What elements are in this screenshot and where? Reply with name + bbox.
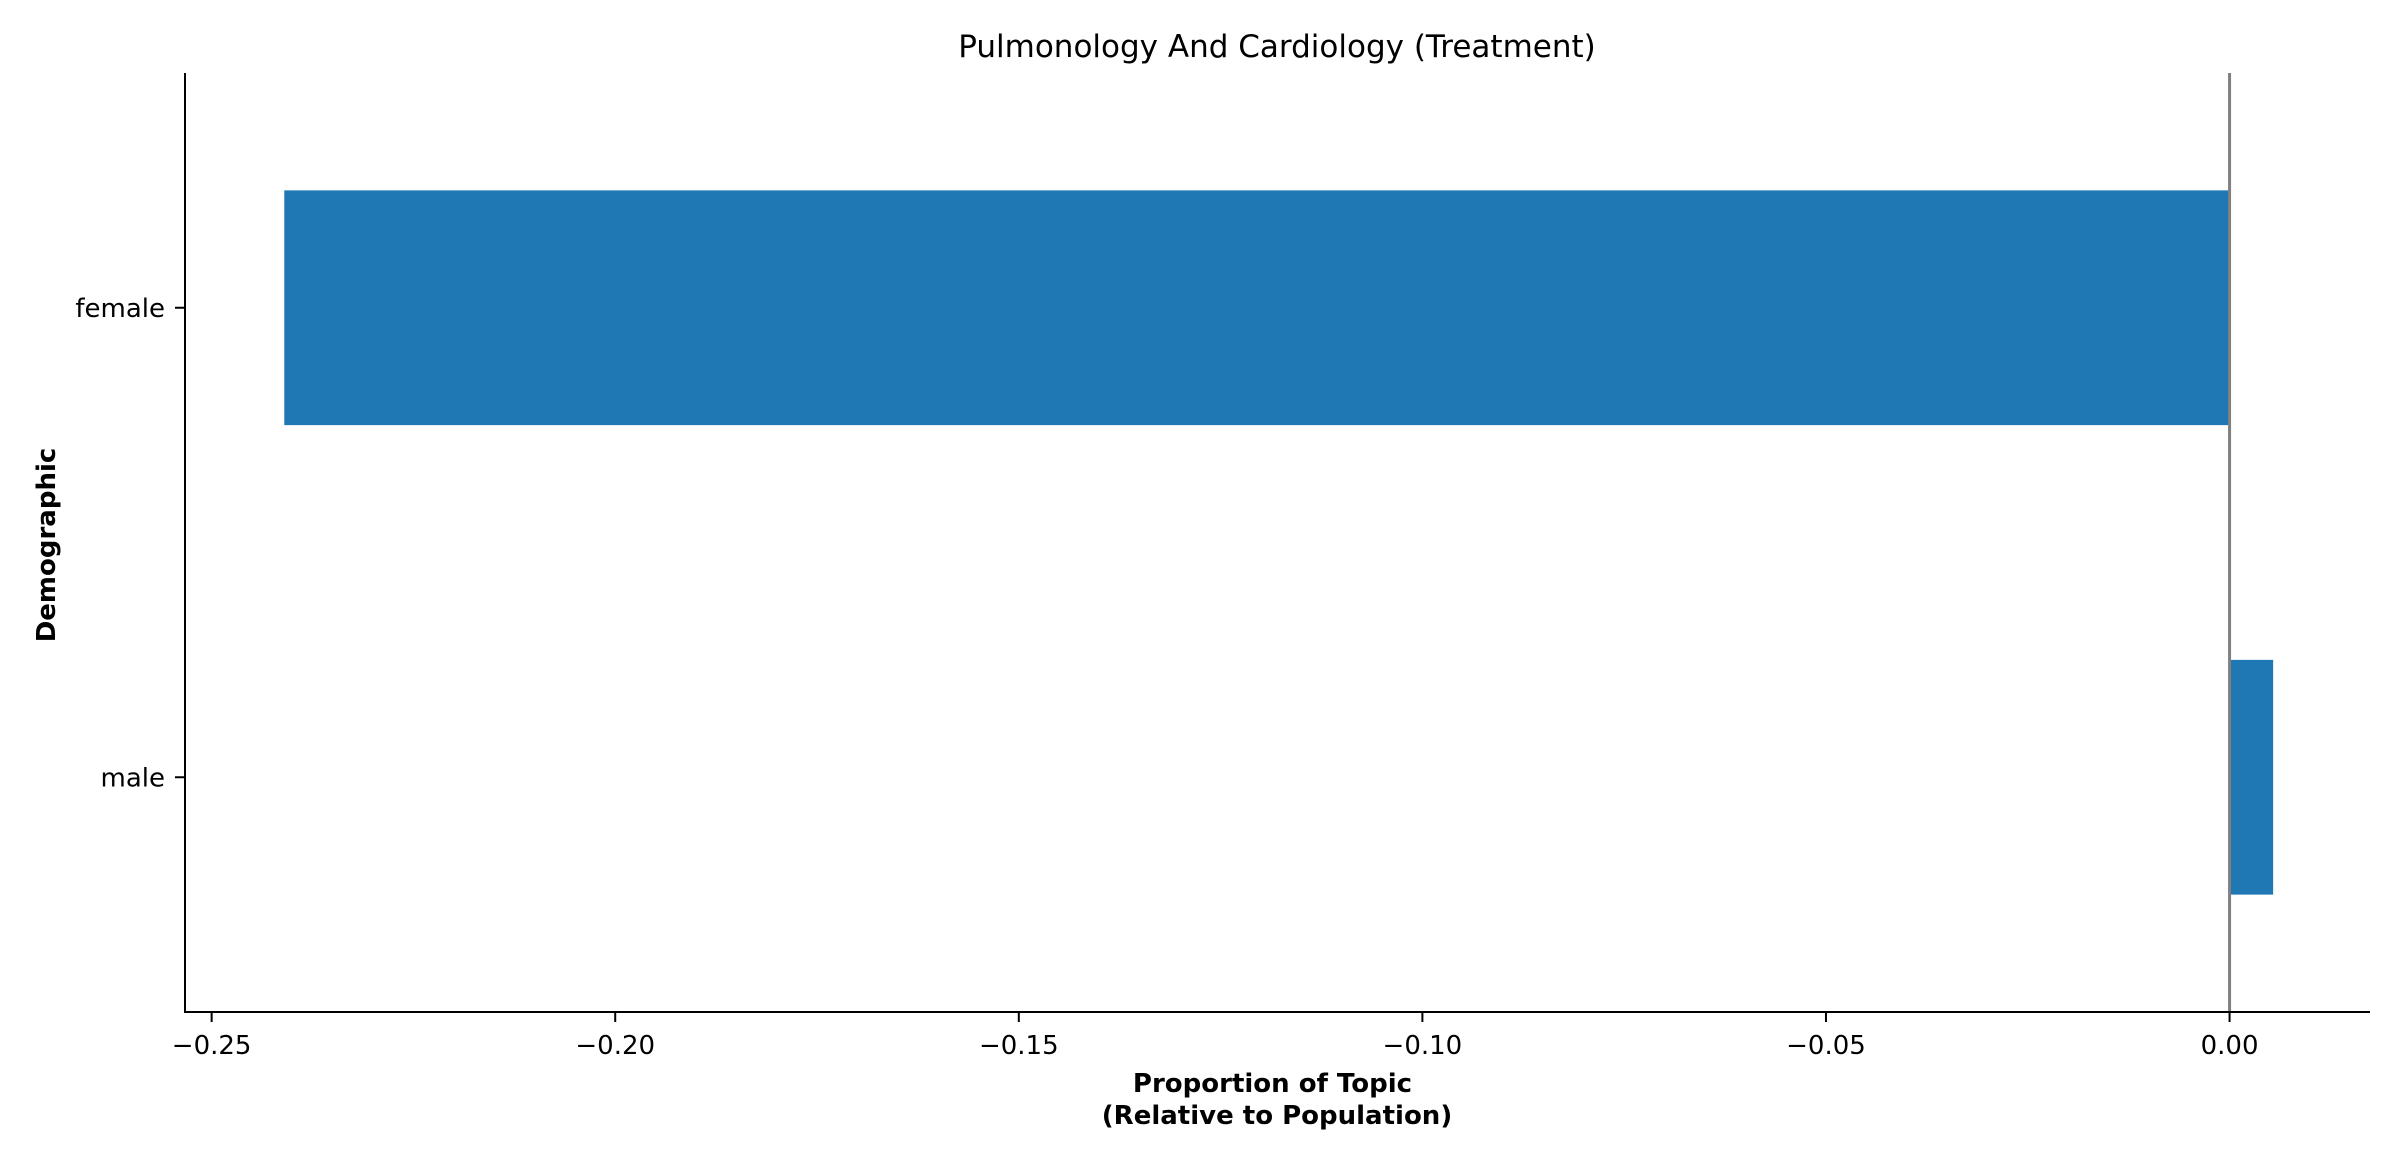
x-axis-label-line-1: Proportion of Topic xyxy=(1133,1069,1412,1099)
x-tick-label: −0.05 xyxy=(1786,1031,1866,1061)
x-axis-label-line-2: (Relative to Population) xyxy=(1102,1101,1452,1131)
bar-male xyxy=(2229,659,2274,895)
chart-title: Pulmonology And Cardiology (Treatment) xyxy=(958,29,1596,65)
x-tick-label: −0.25 xyxy=(172,1031,252,1061)
y-axis-ticks: female male xyxy=(75,294,185,793)
x-tick-label: −0.20 xyxy=(575,1031,655,1061)
bars-group xyxy=(284,190,2274,895)
x-axis-ticks: −0.25 −0.20 −0.15 −0.10 −0.05 0.00 xyxy=(172,1012,2259,1061)
y-tick-label: male xyxy=(101,763,165,793)
y-axis-label: Demographic xyxy=(32,448,62,643)
x-tick-label: −0.15 xyxy=(979,1031,1059,1061)
y-tick-label: female xyxy=(75,294,165,324)
bar-female xyxy=(284,190,2230,426)
x-tick-label: −0.10 xyxy=(1383,1031,1463,1061)
x-tick-label: 0.00 xyxy=(2201,1031,2259,1061)
x-axis-label: Proportion of Topic (Relative to Populat… xyxy=(1102,1069,1452,1131)
